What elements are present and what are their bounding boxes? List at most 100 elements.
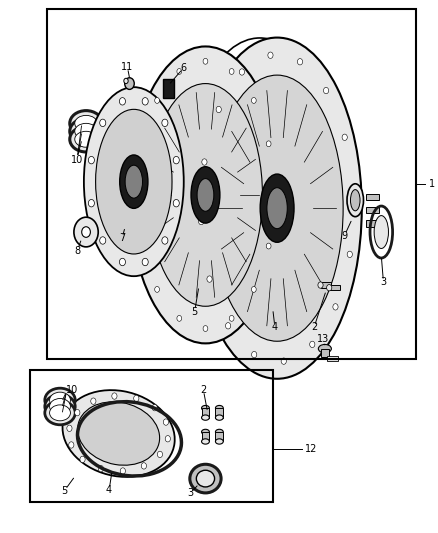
Circle shape — [297, 59, 303, 65]
Circle shape — [140, 243, 145, 249]
Circle shape — [251, 286, 256, 292]
Circle shape — [226, 322, 231, 329]
Text: 5: 5 — [61, 486, 67, 496]
Bar — [321, 349, 329, 357]
Ellipse shape — [125, 165, 142, 198]
Circle shape — [152, 405, 157, 411]
Circle shape — [162, 237, 168, 244]
Circle shape — [80, 456, 85, 463]
Circle shape — [120, 98, 125, 105]
Ellipse shape — [75, 123, 97, 139]
Ellipse shape — [318, 344, 332, 353]
Circle shape — [318, 282, 323, 288]
Circle shape — [69, 442, 74, 448]
Ellipse shape — [75, 115, 97, 131]
Circle shape — [155, 286, 159, 292]
Ellipse shape — [215, 406, 223, 411]
Ellipse shape — [190, 464, 221, 493]
Text: 7: 7 — [119, 233, 125, 244]
Circle shape — [82, 227, 90, 237]
Ellipse shape — [78, 402, 159, 465]
Ellipse shape — [45, 394, 75, 418]
Circle shape — [75, 409, 80, 416]
Ellipse shape — [191, 167, 220, 223]
Ellipse shape — [125, 78, 134, 90]
Circle shape — [229, 69, 234, 75]
Circle shape — [74, 217, 98, 247]
Circle shape — [272, 192, 276, 198]
Circle shape — [281, 358, 286, 365]
Text: 9: 9 — [341, 231, 347, 241]
Circle shape — [350, 191, 356, 198]
Ellipse shape — [75, 131, 97, 147]
Circle shape — [142, 259, 148, 266]
Circle shape — [88, 156, 95, 164]
Circle shape — [251, 351, 257, 358]
Circle shape — [140, 141, 145, 147]
Circle shape — [268, 52, 273, 59]
Circle shape — [310, 341, 315, 348]
Circle shape — [251, 98, 256, 103]
Circle shape — [266, 141, 271, 147]
Bar — [201, 408, 209, 418]
Ellipse shape — [45, 401, 75, 425]
Circle shape — [347, 251, 353, 257]
Ellipse shape — [201, 415, 209, 420]
Circle shape — [229, 316, 234, 321]
Circle shape — [157, 451, 162, 457]
Ellipse shape — [196, 470, 215, 487]
Ellipse shape — [215, 439, 223, 444]
Circle shape — [327, 285, 332, 291]
Text: 4: 4 — [106, 485, 112, 495]
Circle shape — [165, 435, 170, 442]
Text: 6: 6 — [181, 63, 187, 72]
Circle shape — [142, 98, 148, 105]
Circle shape — [91, 398, 96, 405]
Text: 10: 10 — [66, 385, 78, 395]
Ellipse shape — [49, 405, 71, 421]
Ellipse shape — [84, 87, 184, 276]
Circle shape — [120, 259, 125, 266]
Circle shape — [203, 59, 208, 64]
Circle shape — [100, 119, 106, 126]
Circle shape — [342, 134, 347, 141]
Ellipse shape — [211, 75, 343, 341]
Ellipse shape — [267, 188, 287, 229]
Circle shape — [112, 393, 117, 399]
Text: 11: 11 — [121, 62, 134, 71]
Bar — [329, 285, 340, 290]
Circle shape — [173, 156, 179, 164]
Bar — [366, 207, 379, 214]
Text: 10: 10 — [71, 156, 84, 165]
Text: 2: 2 — [311, 322, 317, 333]
Ellipse shape — [215, 415, 223, 420]
Circle shape — [134, 192, 139, 198]
Circle shape — [173, 199, 179, 207]
Text: 13: 13 — [317, 334, 329, 344]
Text: 8: 8 — [74, 246, 81, 256]
Text: 12: 12 — [305, 445, 318, 455]
Bar — [215, 408, 223, 418]
Circle shape — [216, 106, 221, 112]
Circle shape — [98, 465, 103, 472]
Circle shape — [266, 243, 271, 249]
Ellipse shape — [350, 190, 360, 211]
Ellipse shape — [148, 84, 262, 306]
Circle shape — [202, 159, 207, 165]
Circle shape — [100, 237, 106, 244]
Ellipse shape — [201, 429, 209, 434]
Circle shape — [177, 69, 182, 75]
Ellipse shape — [49, 399, 71, 415]
Ellipse shape — [197, 179, 214, 211]
Ellipse shape — [347, 184, 364, 216]
Ellipse shape — [215, 429, 223, 434]
Text: 1: 1 — [429, 179, 435, 189]
Text: 3: 3 — [381, 277, 387, 287]
Circle shape — [134, 395, 139, 401]
Text: 3: 3 — [187, 488, 193, 498]
Circle shape — [120, 468, 125, 474]
Circle shape — [198, 219, 204, 225]
Ellipse shape — [63, 390, 175, 477]
Circle shape — [207, 276, 212, 282]
Circle shape — [155, 98, 159, 103]
